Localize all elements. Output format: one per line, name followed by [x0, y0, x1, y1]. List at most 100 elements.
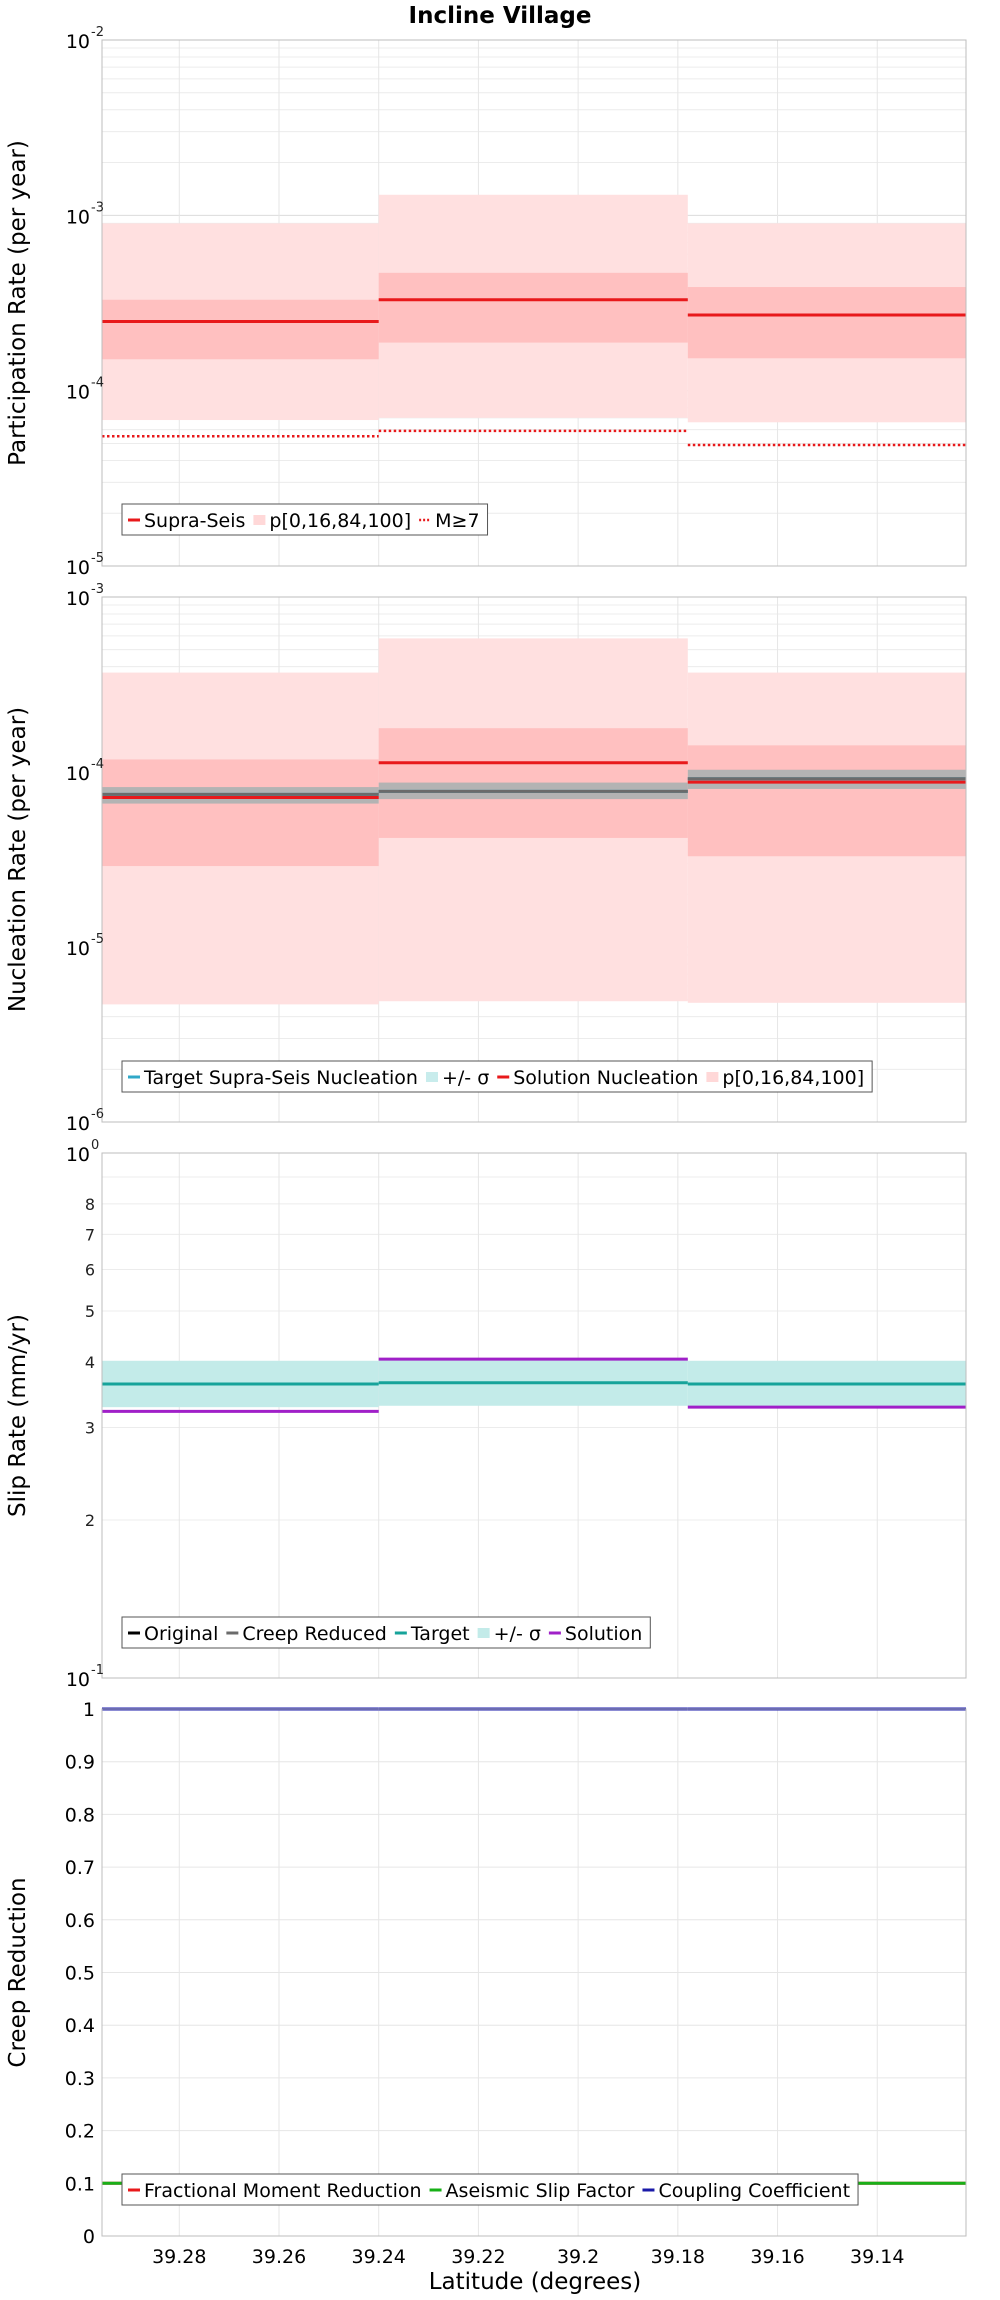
y-tick-exponent: -6 [91, 1107, 104, 1122]
y-tick-minor-label: 3 [85, 1419, 95, 1438]
y-tick-label: 10 [66, 1113, 90, 1135]
legend-label-fractional-moment-reduction: Fractional Moment Reduction [144, 2180, 422, 2202]
y-tick-label: 10 [66, 763, 90, 785]
legend-label-solution-nucleation: Solution Nucleation [513, 1067, 698, 1089]
band-1-segment-0 [102, 759, 379, 867]
y-tick-label: 10 [66, 382, 90, 404]
y-ticks: 10-210-310-410-5 [66, 25, 104, 579]
y-tick-label: 0.2 [65, 2121, 95, 2143]
legend-label-target: Target [410, 1623, 470, 1645]
y-tick-minor-label: 2 [85, 1511, 95, 1530]
y-tick-label: 0.5 [65, 1963, 95, 1985]
y-tick-minor-label: 4 [85, 1353, 95, 1372]
y-ticks: 0 0.1 0.2 0.3 0.4 0.5 0.6 0.7 0.8 0.9 1 [65, 1699, 95, 2248]
band-1-segment-1 [378, 272, 688, 343]
y-tick-label: 0.1 [65, 2173, 95, 2195]
legend-label-aseismic-slip-factor: Aseismic Slip Factor [446, 2180, 635, 2202]
x-tick-label: 39.14 [850, 2246, 904, 2268]
legend-swatch-item [477, 1628, 490, 1638]
y-axis-label: Participation Rate (per year) [5, 140, 31, 466]
y-tick-label: 10 [66, 557, 90, 579]
y-tick-label: 0.8 [65, 1804, 95, 1826]
y-tick-label: 10 [66, 938, 90, 960]
y-tick-exponent: -4 [91, 757, 104, 772]
series [102, 761, 966, 799]
y-tick-exponent: -1 [91, 1663, 104, 1678]
y-axis-label: Nucleation Rate (per year) [5, 707, 31, 1012]
y-tick-label: 1 [83, 1699, 95, 1721]
y-tick-base: 10 [66, 382, 90, 404]
y-tick-label: 0.4 [65, 2015, 95, 2037]
y-tick-base: 10 [66, 588, 90, 610]
legend-label-creep-reduced: Creep Reduced [242, 1623, 386, 1645]
x-tick-label: 39.26 [252, 2246, 306, 2268]
legend-swatch-item [425, 1072, 438, 1082]
legend: Target Supra-Seis Nucleation +/- σ Solutio… [121, 1060, 873, 1093]
y-tick-exponent: -4 [91, 376, 104, 391]
y-tick-label: 0.3 [65, 2068, 95, 2090]
y-tick-base: 10 [66, 1669, 90, 1691]
y-tick-base: 10 [66, 206, 90, 228]
legend-swatch-p-0-16-84-100 [706, 1072, 719, 1082]
legend-swatch-p-0-16-84-100 [253, 515, 266, 525]
plot-area [102, 1153, 966, 1678]
legend-box [121, 2173, 859, 2206]
legend-label-coupling-coefficient: Coupling Coefficient [658, 2180, 850, 2202]
y-tick-exponent: -5 [91, 932, 104, 947]
y-tick-exponent: -5 [91, 551, 104, 566]
x-tick-label: 39.2 [557, 2246, 599, 2268]
y-tick-exponent: -3 [91, 200, 104, 215]
y-tick-label: 0.7 [65, 1857, 95, 1879]
y-tick-base: 10 [66, 938, 90, 960]
y-tick-label: 0.6 [65, 1910, 95, 1932]
y-tick-base: 10 [66, 31, 90, 53]
y-tick-base: 10 [66, 557, 90, 579]
legend: Original Creep Reduced Target +/- σ Solution [121, 1616, 651, 1649]
plot-frame [101, 1152, 967, 1679]
x-tick-label: 39.22 [451, 2246, 505, 2268]
bands [102, 638, 966, 1005]
plot-frame [101, 1708, 967, 2237]
series [102, 298, 966, 447]
y-axis-label: Slip Rate (mm/yr) [5, 1314, 31, 1517]
y-tick-label: 0 [83, 2226, 95, 2248]
band-1-segment-0 [102, 299, 379, 360]
legend-box [121, 503, 489, 536]
y-tick-exponent: 0 [91, 1138, 99, 1153]
legend-label-m-7: M≥7 [435, 510, 479, 532]
y-tick-label: 10 [66, 1144, 90, 1166]
y-tick-label: 10 [66, 206, 90, 228]
y-tick-label: 10 [66, 588, 90, 610]
legend-box [121, 1060, 873, 1093]
y-tick-base: 10 [66, 763, 90, 785]
legend-label-p-0-16-84-100: p[0,16,84,100] [722, 1067, 864, 1089]
chart-title: Incline Village [409, 3, 592, 29]
x-tick-label: 39.16 [750, 2246, 804, 2268]
y-tick-base: 10 [66, 1144, 90, 1166]
series [102, 1357, 966, 1413]
legend-label-solution: Solution [565, 1623, 642, 1645]
y-axis-label: Creep Reduction [5, 1877, 31, 2067]
legend-label-item: +/- σ [494, 1623, 541, 1645]
y-tick-minor-label: 8 [85, 1195, 95, 1214]
y-tick-base: 10 [66, 1113, 90, 1135]
x-ticks: 39.28 39.26 39.24 39.22 39.2 39.18 39.16 39.14 [152, 2246, 904, 2268]
band-1-segment-2 [687, 287, 966, 359]
y-tick-exponent: -2 [91, 25, 104, 40]
legend-box [121, 1616, 651, 1649]
bands [102, 194, 966, 423]
plot-frame [101, 39, 967, 567]
y-tick-label: 0.9 [65, 1752, 95, 1774]
band-1-segment-2 [687, 745, 966, 857]
y-tick-minor-label: 7 [85, 1225, 95, 1244]
x-axis-label: Latitude (degrees) [429, 2269, 642, 2295]
x-tick-label: 39.24 [351, 2246, 405, 2268]
legend-label-supra-seis: Supra-Seis [144, 510, 245, 532]
y-tick-label: 10 [66, 1669, 90, 1691]
panel-creep: 0 0.1 0.2 0.3 0.4 0.5 0.6 0.7 0.8 0.9 1 Creep Reduc… [5, 1699, 967, 2248]
legend: Fractional Moment Reduction Aseismic Slip… [121, 2173, 859, 2206]
